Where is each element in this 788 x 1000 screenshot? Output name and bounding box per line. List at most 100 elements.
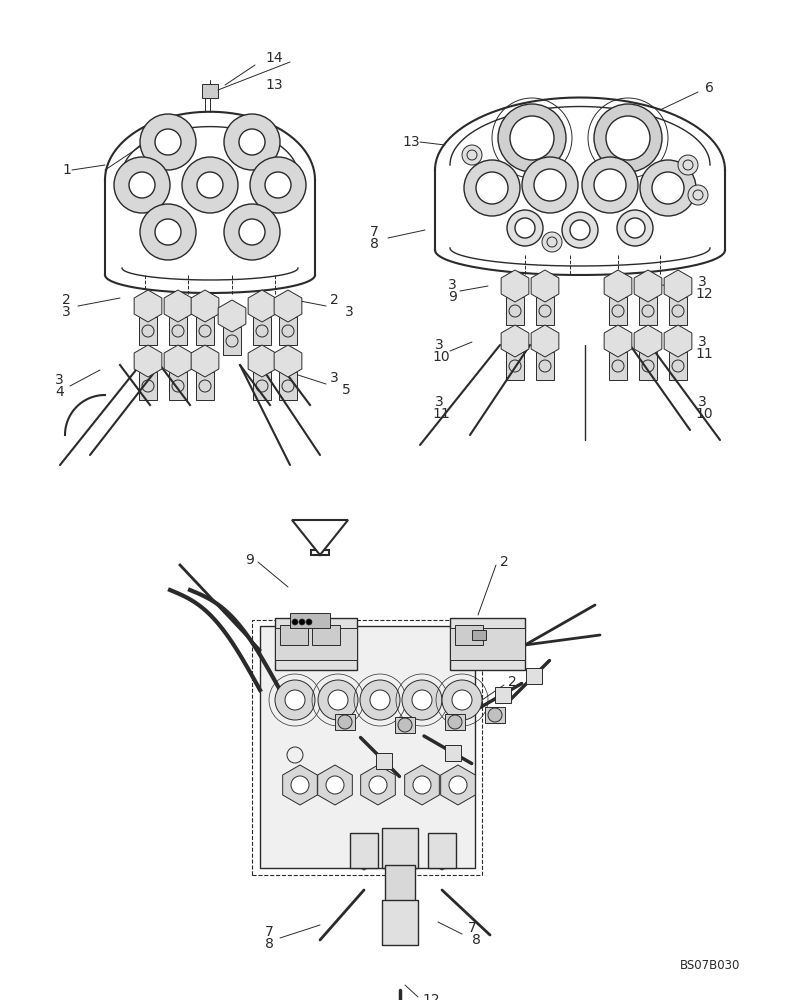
Bar [196,372,214,400]
Circle shape [617,210,653,246]
Circle shape [594,169,626,201]
Text: 8: 8 [370,237,379,251]
Text: 2: 2 [508,675,517,689]
Circle shape [442,680,482,720]
Text: 3: 3 [698,275,707,289]
Polygon shape [634,325,662,357]
Polygon shape [164,345,191,377]
Bar [382,900,418,945]
Bar [450,628,525,660]
Text: 10: 10 [695,407,712,421]
Circle shape [318,680,358,720]
Text: 3: 3 [330,371,339,385]
Bar [253,372,271,400]
Text: 10: 10 [432,350,450,364]
Circle shape [522,157,578,213]
Polygon shape [248,290,276,322]
Polygon shape [664,325,692,357]
Bar [312,625,340,645]
Circle shape [370,690,390,710]
Bar [223,327,241,355]
Bar [455,625,483,645]
Polygon shape [318,765,352,805]
Polygon shape [664,270,692,302]
Circle shape [562,212,598,248]
Bar [536,297,554,325]
Circle shape [507,210,543,246]
Polygon shape [134,290,162,322]
Bar [609,352,627,380]
Bar [609,297,627,325]
Bar [472,630,486,640]
Bar [290,613,330,628]
Bar [669,297,687,325]
Bar [169,372,187,400]
Circle shape [369,776,387,794]
Circle shape [114,157,170,213]
Text: 3: 3 [345,305,354,319]
Circle shape [449,776,467,794]
Circle shape [326,776,344,794]
Text: 12: 12 [695,287,712,301]
Circle shape [155,129,181,155]
Bar [382,828,418,868]
Bar [385,865,415,905]
Bar [253,317,271,345]
Text: 5: 5 [342,383,351,397]
Circle shape [398,718,412,732]
Bar [139,372,157,400]
Text: 2: 2 [62,293,71,307]
Circle shape [239,129,265,155]
Circle shape [129,172,155,198]
Circle shape [291,776,309,794]
Text: 14: 14 [265,51,283,65]
Bar [260,626,475,868]
Text: 13: 13 [265,78,283,92]
Bar [444,744,461,760]
Text: 3: 3 [55,373,64,387]
Bar [669,352,687,380]
Text: 9: 9 [448,290,457,304]
Text: 6: 6 [705,81,714,95]
Circle shape [534,169,566,201]
Text: 2: 2 [330,293,339,307]
Circle shape [338,715,352,729]
Polygon shape [604,325,632,357]
Text: 11: 11 [432,407,450,421]
Bar [252,620,482,875]
Bar [445,714,465,730]
Bar [139,317,157,345]
Polygon shape [430,842,454,870]
Polygon shape [292,520,348,555]
Text: 8: 8 [265,937,274,951]
Circle shape [452,690,472,710]
Bar [311,550,329,555]
Polygon shape [531,270,559,302]
Circle shape [197,172,223,198]
Bar [485,707,505,723]
Circle shape [448,715,462,729]
Circle shape [640,160,696,216]
Text: 3: 3 [698,395,707,409]
Bar [275,628,357,660]
Circle shape [239,219,265,245]
Polygon shape [191,290,219,322]
Polygon shape [352,842,376,870]
Bar [395,717,415,733]
Text: 9: 9 [245,553,254,567]
Polygon shape [405,765,440,805]
Polygon shape [634,270,662,302]
Text: 3: 3 [448,278,457,292]
Circle shape [360,680,400,720]
Text: 2: 2 [500,555,509,569]
Polygon shape [361,765,396,805]
Circle shape [570,220,590,240]
Bar [526,668,542,684]
Circle shape [678,155,698,175]
Circle shape [464,160,520,216]
Bar [275,618,357,670]
Bar [639,352,657,380]
Bar [350,833,378,868]
Circle shape [688,185,708,205]
Text: 7: 7 [265,925,273,939]
